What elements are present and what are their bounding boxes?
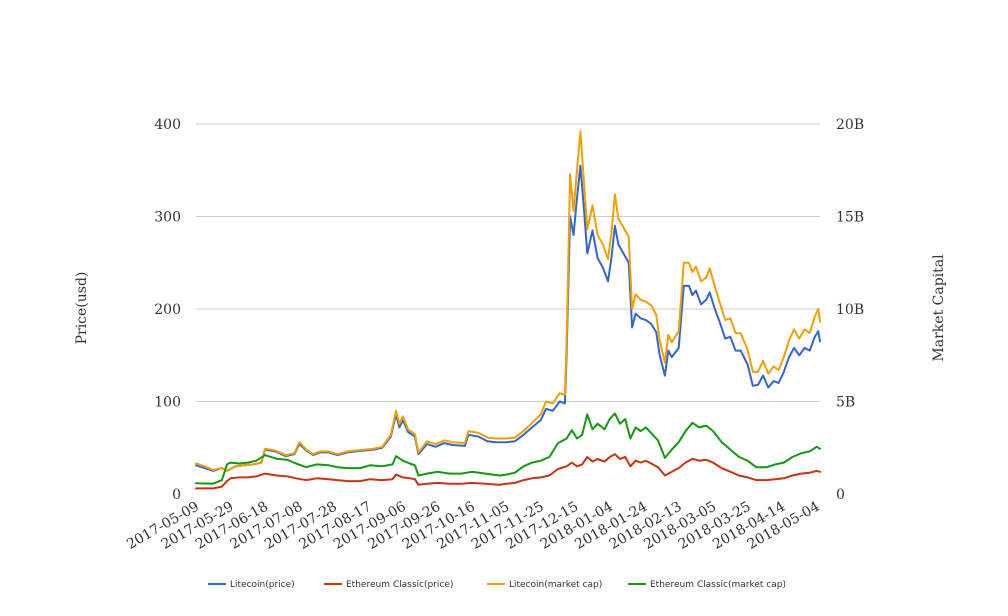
left-y-tick-label: 400 <box>154 117 181 133</box>
grid-lines <box>196 123 820 402</box>
left-y-tick-label: 200 <box>154 302 181 318</box>
series-line-ethereum-classic-price <box>195 453 821 490</box>
legend-label: Litecoin(price) <box>230 580 295 590</box>
left-y-tick-label: 300 <box>154 210 181 226</box>
left-y-tick-label: 0 <box>172 487 181 503</box>
right-y-tick-label: 15B <box>836 210 864 226</box>
legend-label: Ethereum Classic(market cap) <box>650 580 786 590</box>
series-lines <box>195 130 821 490</box>
right-y-axis-ticks: 0 5B 10B 15B 20B <box>836 117 864 503</box>
right-y-tick-label: 10B <box>836 302 864 318</box>
legend-item: Ethereum Classic(market cap) <box>628 580 786 590</box>
legend-item: Litecoin(market cap) <box>487 580 602 590</box>
legend-item: Litecoin(price) <box>208 580 295 590</box>
right-y-tick-label: 20B <box>836 117 864 133</box>
series-line-litecoin-price <box>195 164 821 472</box>
x-axis-ticks: 2017-05-092017-05-292017-06-182017-07-08… <box>124 499 823 553</box>
legend-item: Ethereum Classic(price) <box>324 580 453 590</box>
series-line-ethereum-classic-market-cap <box>195 412 821 485</box>
left-y-axis-title: Price(usd) <box>74 272 90 345</box>
legend-label: Litecoin(market cap) <box>509 580 602 590</box>
left-y-tick-label: 100 <box>154 395 181 411</box>
right-y-tick-label: 5B <box>836 395 855 411</box>
right-y-tick-label: 0 <box>836 487 845 503</box>
right-y-axis-title: Market Capital <box>931 254 947 362</box>
legend: Litecoin(price) Ethereum Classic(price) Li… <box>208 580 786 590</box>
legend-label: Ethereum Classic(price) <box>346 580 453 590</box>
left-y-axis-ticks: 0 100 200 300 400 <box>154 117 181 503</box>
series-line-litecoin-market-cap <box>195 130 821 472</box>
